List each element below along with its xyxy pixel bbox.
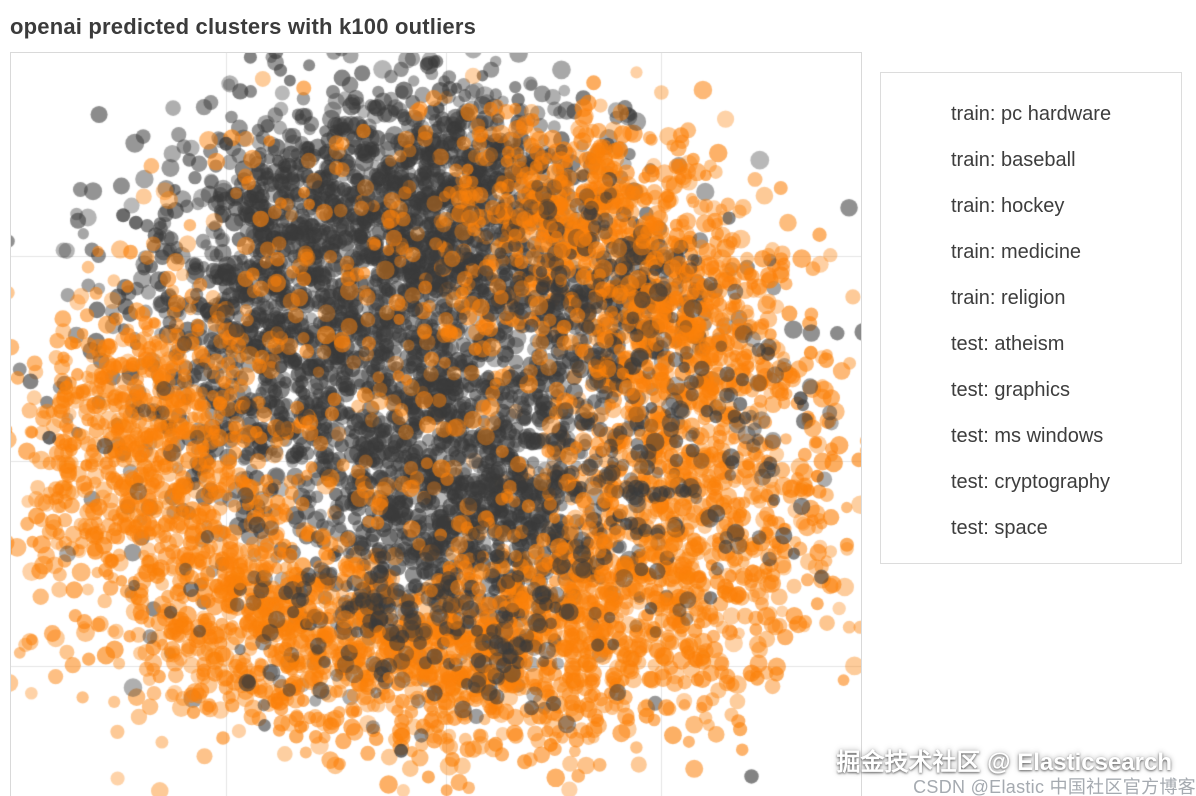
legend-list: train: pc hardware train: baseball train: … (951, 91, 1181, 551)
legend-item-label: test: atheism (951, 333, 1065, 355)
watermark-juejin: 掘金技术社区 @ Elasticsearch (836, 749, 1172, 776)
legend-item-label: train: pc hardware (951, 103, 1112, 125)
scatter-plot-canvas (11, 53, 861, 796)
watermark-csdn: CSDN @Elastic 中国社区官方博客 (913, 777, 1196, 796)
scatter-plot-area (10, 52, 862, 796)
chart-title: openai predicted clusters with k100 outl… (10, 14, 477, 39)
legend-item-label: train: religion (951, 287, 1066, 309)
legend-item-label: test: space (951, 517, 1048, 539)
legend-item-label: train: medicine (951, 241, 1082, 263)
legend: train: pc hardware train: baseball train: … (880, 72, 1182, 564)
legend-item-label: test: graphics (951, 379, 1070, 401)
legend-item-label: test: cryptography (951, 471, 1110, 493)
legend-item-label: train: hockey (951, 195, 1065, 217)
legend-item-label: train: baseball (951, 149, 1076, 171)
legend-item-label: test: ms windows (951, 425, 1104, 447)
